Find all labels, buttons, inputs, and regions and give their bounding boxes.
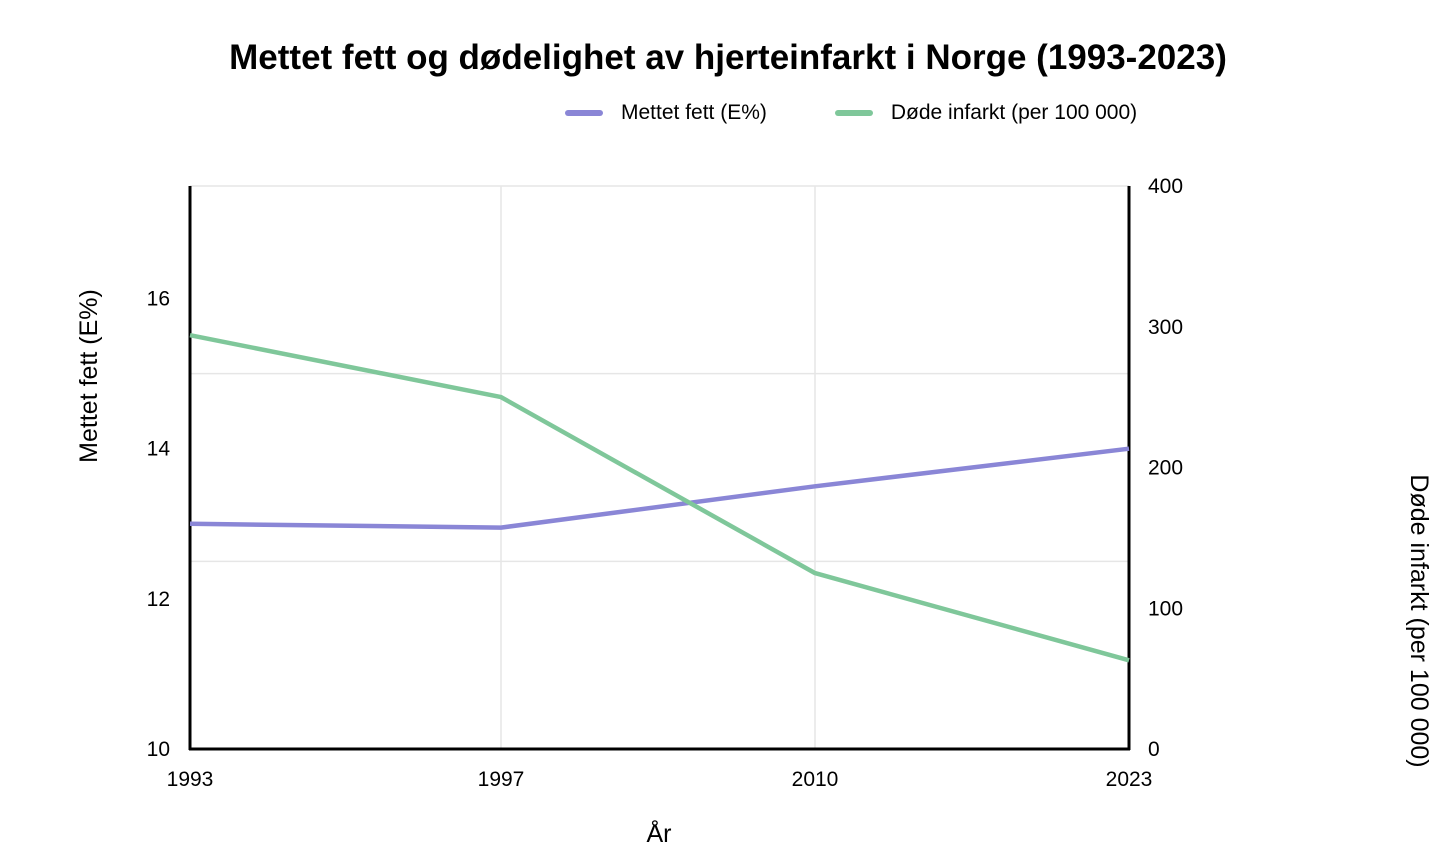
y-left-tick-label: 12 bbox=[147, 588, 170, 611]
legend-swatch-saturated-fat bbox=[565, 110, 603, 116]
legend-label-saturated-fat: Mettet fett (E%) bbox=[621, 101, 767, 124]
y-left-tick-label: 14 bbox=[147, 438, 171, 461]
legend-item-saturated-fat: Mettet fett (E%) bbox=[565, 101, 767, 125]
y-axis-left-title: Mettet fett (E%) bbox=[75, 289, 103, 463]
y-axis-right-title: Døde infarkt (per 100 000) bbox=[1405, 474, 1433, 767]
series-line-saturated-fat bbox=[189, 446, 1130, 530]
legend: Mettet fett (E%) Døde infarkt (per 100 0… bbox=[565, 98, 1205, 128]
series-line-infarct-deaths bbox=[189, 332, 1130, 663]
x-tick-label: 2010 bbox=[792, 768, 839, 791]
series-lines bbox=[189, 332, 1130, 663]
axes bbox=[188, 186, 1131, 751]
tick-labels: 1993 1997 2010 2023 10 12 14 16 0 100 200 300 400 bbox=[147, 175, 1183, 791]
legend-label-infarct-deaths: Døde infarkt (per 100 000) bbox=[890, 101, 1138, 124]
y-right-tick-label: 100 bbox=[1148, 597, 1183, 620]
y-left-tick-label: 10 bbox=[147, 738, 170, 761]
y-right-tick-label: 200 bbox=[1148, 457, 1183, 480]
x-tick-label: 1997 bbox=[478, 768, 525, 791]
y-right-tick-label: 400 bbox=[1148, 175, 1183, 198]
legend-item-infarct-deaths: Døde infarkt (per 100 000) bbox=[834, 101, 1138, 125]
y-left-tick-label: 16 bbox=[147, 288, 170, 311]
y-right-tick-label: 0 bbox=[1148, 738, 1160, 761]
x-tick-label: 2023 bbox=[1106, 768, 1153, 791]
chart-title: Mettet fett og dødelighet av hjerteinfar… bbox=[229, 38, 1227, 77]
y-right-tick-label: 300 bbox=[1148, 316, 1183, 339]
x-axis-title: År bbox=[647, 818, 672, 848]
gridlines bbox=[190, 185, 1129, 749]
legend-swatch-infarct-deaths bbox=[834, 110, 873, 116]
x-tick-label: 1993 bbox=[167, 768, 214, 791]
